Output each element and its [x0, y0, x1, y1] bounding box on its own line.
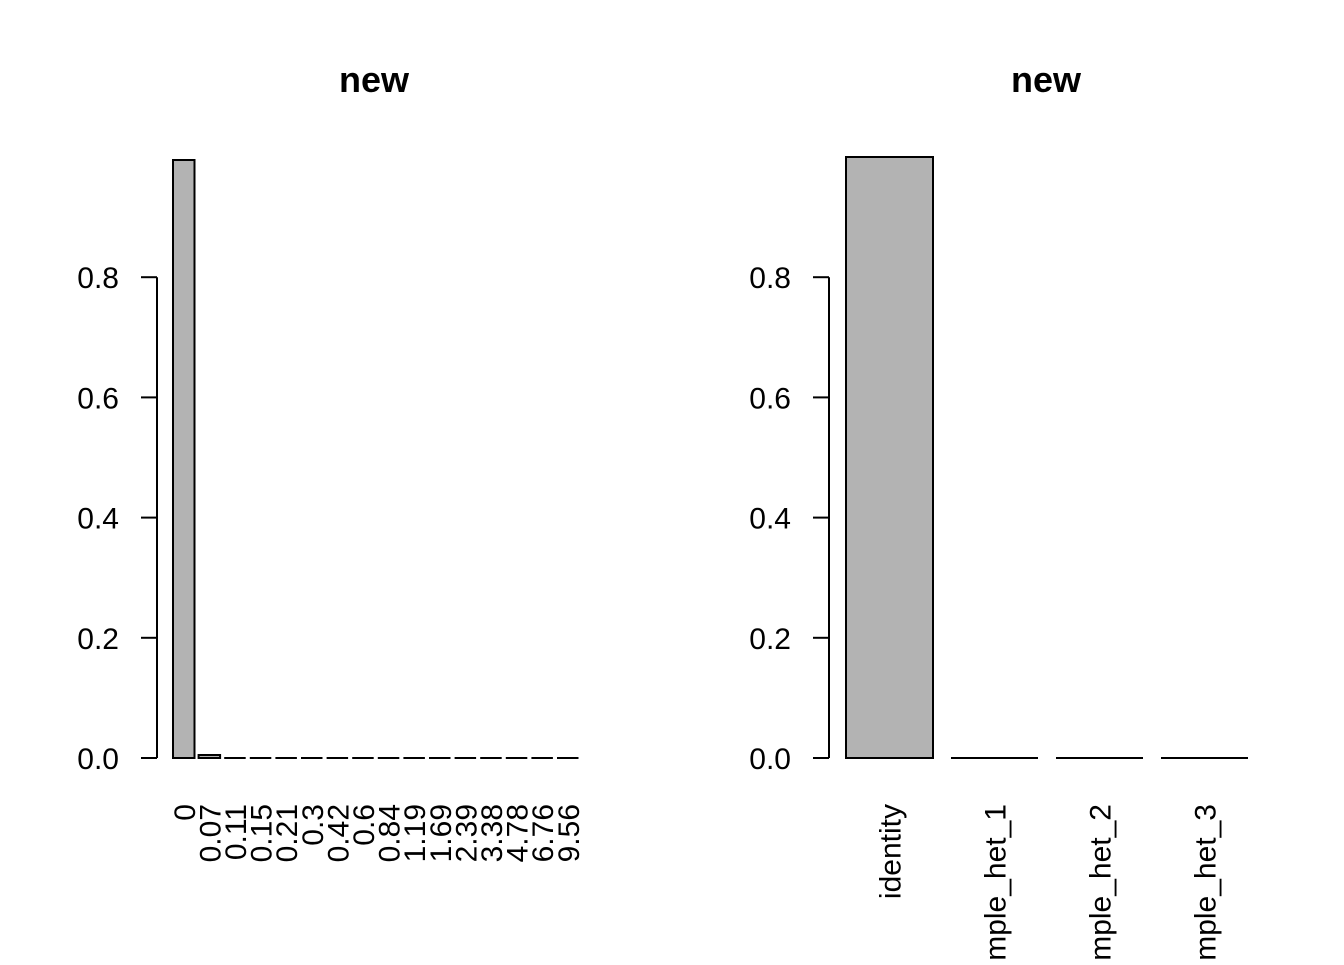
x-tick-label: 0.6	[348, 804, 381, 846]
x-tick-label: simple_het_1	[980, 804, 1013, 960]
x-tick-label: 0	[169, 804, 202, 821]
x-tick-label: 0.21	[271, 804, 304, 862]
chart-title: new	[1011, 59, 1082, 100]
y-tick-label: 0.8	[77, 262, 119, 295]
x-tick-label: 0.15	[246, 804, 279, 862]
bar	[197, 753, 222, 759]
y-tick-label: 0.4	[77, 503, 119, 536]
bar	[845, 156, 934, 759]
x-tick-label: 0.3	[297, 804, 330, 846]
y-tick-label: 0.4	[749, 503, 791, 536]
x-tick-label: 6.76	[527, 804, 560, 862]
x-tick-label: 1.19	[399, 804, 432, 862]
y-tick-label: 0.6	[749, 382, 791, 415]
x-tick-label: 3.38	[476, 804, 509, 862]
y-tick-label: 0.2	[749, 623, 791, 656]
y-tick-label: 0.0	[77, 743, 119, 776]
x-tick-label: 9.56	[553, 804, 586, 862]
y-tick-label: 0.8	[749, 262, 791, 295]
x-tick-label: simple_het_3	[1190, 804, 1223, 960]
x-tick-label: 2.39	[450, 804, 483, 862]
x-tick-label: 1.69	[425, 804, 458, 862]
x-tick-label: 4.78	[502, 804, 535, 862]
y-tick-label: 0.6	[77, 382, 119, 415]
y-tick-label: 0.2	[77, 623, 119, 656]
x-tick-label: 0.11	[220, 804, 253, 860]
x-tick-label: 0.42	[322, 804, 355, 862]
chart-title: new	[339, 59, 410, 100]
x-tick-label: 0.07	[194, 804, 227, 862]
x-tick-label: 0.84	[374, 804, 407, 862]
y-tick-label: 0.0	[749, 743, 791, 776]
bar	[172, 159, 196, 759]
x-tick-label: simple_het_2	[1085, 804, 1118, 960]
chart-panel-left: new 0.00.20.40.60.800.070.110.150.210.30…	[77, 59, 585, 862]
chart-panel-right: new 0.0 0.2 0.4 0.6 0.8 identity simple_het_1 s…	[749, 59, 1248, 965]
x-tick-label: identity	[875, 804, 908, 899]
